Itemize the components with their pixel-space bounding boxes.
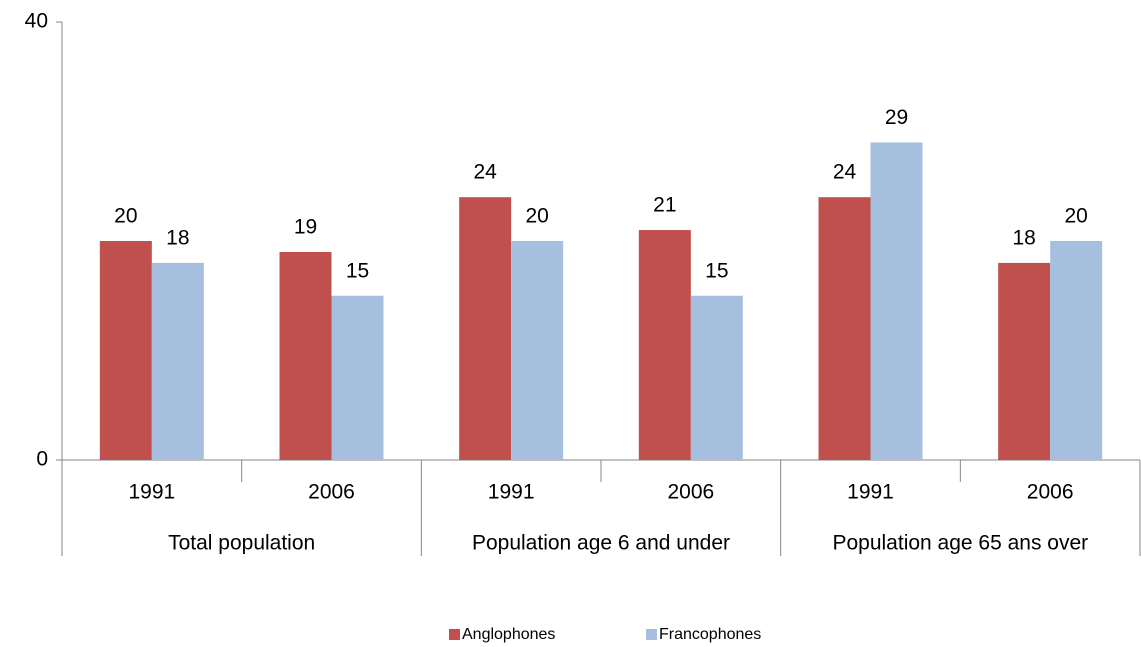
group-label: Population age 6 and under <box>472 532 730 555</box>
bar <box>1050 241 1103 460</box>
legend-label: Anglophones <box>462 626 555 643</box>
bar <box>870 142 923 460</box>
legend-label: Francophones <box>659 626 761 643</box>
data-label: 21 <box>653 194 676 217</box>
group-label: Total population <box>168 532 315 555</box>
bar <box>998 262 1051 460</box>
bar <box>151 262 204 460</box>
bar <box>638 230 691 460</box>
data-label: 18 <box>1012 226 1035 249</box>
legend-swatch <box>449 629 460 640</box>
bar <box>459 197 512 460</box>
x-tick-label: 1991 <box>847 481 894 504</box>
data-label: 15 <box>346 259 369 282</box>
x-tick-label: 1991 <box>488 481 535 504</box>
y-tick-label: 0 <box>36 448 48 471</box>
data-label: 29 <box>885 106 908 129</box>
data-label: 20 <box>525 205 548 228</box>
bar <box>690 295 743 460</box>
data-label: 20 <box>114 205 137 228</box>
data-label: 19 <box>294 215 317 238</box>
x-tick-label: 2006 <box>667 481 714 504</box>
legend: Anglophones Francophones <box>449 626 761 643</box>
bar <box>279 251 332 460</box>
data-label: 15 <box>705 259 728 282</box>
data-label: 20 <box>1064 205 1087 228</box>
bar <box>511 241 564 460</box>
x-tick-label: 1991 <box>128 481 175 504</box>
bar <box>818 197 871 460</box>
y-tick-label: 40 <box>25 10 48 33</box>
x-tick-label: 2006 <box>308 481 355 504</box>
bar <box>99 241 152 460</box>
data-label: 24 <box>473 161 497 184</box>
bar <box>331 295 384 460</box>
legend-swatch <box>646 629 657 640</box>
data-label: 24 <box>833 161 857 184</box>
group-label: Population age 65 ans over <box>832 532 1088 555</box>
data-label: 18 <box>166 226 189 249</box>
x-tick-label: 2006 <box>1027 481 1074 504</box>
